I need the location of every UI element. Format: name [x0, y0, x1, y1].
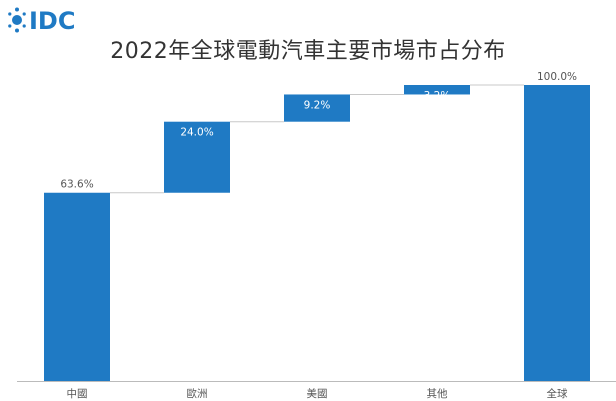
category-label: 全球 — [547, 387, 568, 400]
category-label: 中國 — [67, 387, 88, 400]
bar-1 — [44, 192, 110, 381]
category-label: 歐洲 — [187, 387, 208, 400]
idc-logo: IDC — [8, 7, 75, 34]
data-label: 3.2% — [424, 90, 451, 102]
data-label: 63.6% — [60, 179, 93, 191]
data-label: 24.0% — [180, 127, 213, 139]
chart-title: 2022年全球電動汽車主要市場市占分布 — [110, 39, 506, 64]
idc-logo-text: IDC — [29, 7, 75, 34]
bar-3 — [284, 94, 350, 122]
data-label: 9.2% — [304, 99, 331, 111]
bar-2 — [164, 121, 230, 193]
category-label: 美國 — [307, 387, 328, 400]
category-label: 其他 — [427, 387, 448, 400]
data-label: 100.0% — [537, 71, 577, 83]
idc-logo-mark — [8, 7, 26, 33]
bar-4 — [404, 85, 470, 95]
bar-5 — [524, 85, 590, 381]
